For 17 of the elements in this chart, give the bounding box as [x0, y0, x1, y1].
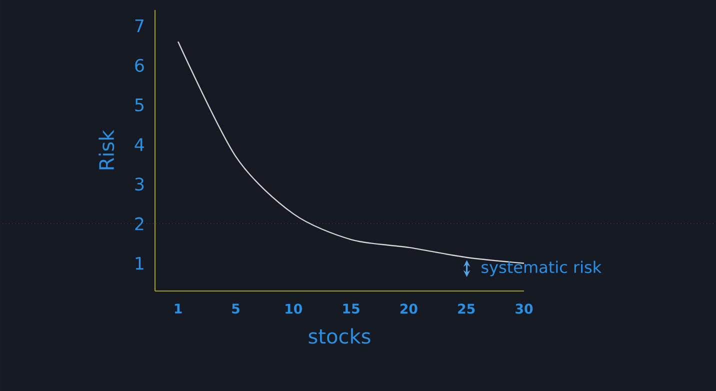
x-tick-label: 20 — [400, 304, 418, 314]
x-tick-label: 25 — [458, 304, 475, 314]
x-tick-label: 1 — [174, 304, 182, 314]
y-tick-label: 3 — [135, 178, 144, 191]
y-tick-label: 7 — [135, 20, 144, 32]
x-tick-label: 10 — [286, 304, 302, 314]
x-tick-label: 30 — [516, 304, 533, 314]
y-tick-label: 1 — [136, 256, 144, 270]
y-tick-label: 6 — [135, 58, 144, 72]
y-tick-label: 4 — [134, 138, 144, 151]
x-axis-title: stocks — [308, 328, 370, 344]
annotation: systematic risk — [482, 260, 602, 276]
y-tick-label: 5 — [135, 98, 144, 112]
y-axis-title: Risk — [98, 130, 114, 170]
x-tick-label: 5 — [232, 304, 240, 314]
x-tick-label: 15 — [343, 304, 360, 314]
y-tick-label: 2 — [135, 217, 144, 230]
